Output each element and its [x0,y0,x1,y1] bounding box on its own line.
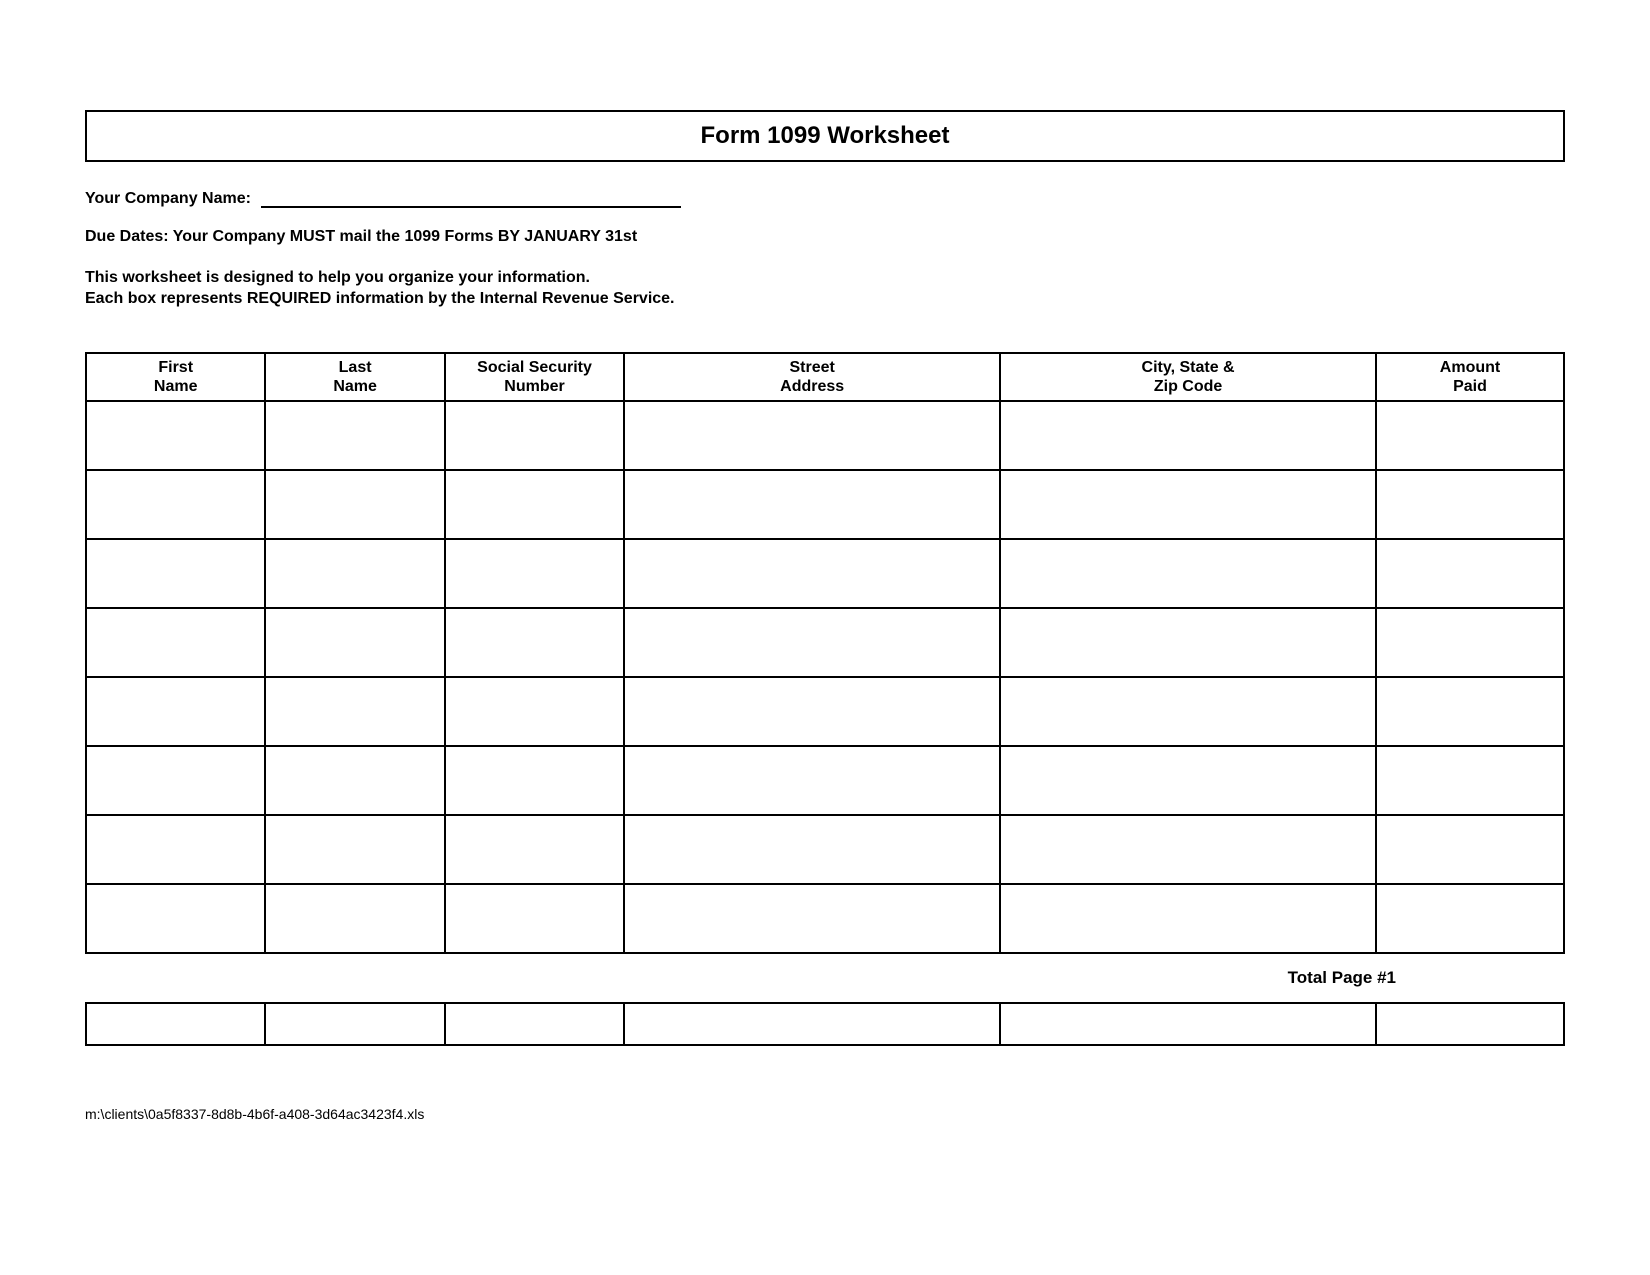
footer-file-path: m:\clients\0a5f8337-8d8b-4b6f-a408-3d64a… [85,1106,1565,1122]
table-cell [445,401,624,470]
table-cell [624,746,1000,815]
due-dates-text: Due Dates: Your Company MUST mail the 10… [85,228,1565,246]
total-cell [445,1003,624,1045]
table-row [86,401,1564,470]
total-cell [86,1003,265,1045]
total-row [86,1003,1564,1045]
table-cell [86,401,265,470]
worksheet-table: First Name Last Name Social Security Num… [85,352,1565,954]
total-cell [624,1003,1000,1045]
table-cell [445,746,624,815]
table-cell [445,815,624,884]
table-cell [1000,884,1376,953]
col-header-last-name: Last Name [265,353,444,401]
table-cell [445,470,624,539]
header-line: Name [91,377,260,396]
table-cell [445,539,624,608]
table-cell [265,539,444,608]
table-cell [445,884,624,953]
table-cell [624,539,1000,608]
col-header-street-address: Street Address [624,353,1000,401]
header-line: First [91,358,260,377]
table-cell [624,608,1000,677]
table-row [86,608,1564,677]
col-header-city-state-zip: City, State & Zip Code [1000,353,1376,401]
table-cell [86,539,265,608]
table-cell [1376,815,1564,884]
table-cell [86,746,265,815]
table-cell [1376,608,1564,677]
company-name-underline [261,190,681,208]
header-line: Social Security [450,358,619,377]
table-cell [1376,746,1564,815]
col-header-first-name: First Name [86,353,265,401]
table-row [86,677,1564,746]
total-row-body [86,1003,1564,1045]
table-cell [445,608,624,677]
total-cell [1376,1003,1564,1045]
table-cell [1000,608,1376,677]
table-cell [1376,401,1564,470]
table-head: First Name Last Name Social Security Num… [86,353,1564,401]
header-line: Address [629,377,995,396]
total-cell [1000,1003,1376,1045]
table-cell [265,608,444,677]
table-cell [86,608,265,677]
table-row [86,746,1564,815]
col-header-ssn: Social Security Number [445,353,624,401]
table-cell [1000,470,1376,539]
table-cell [1376,470,1564,539]
table-cell [86,815,265,884]
table-row [86,539,1564,608]
table-cell [265,815,444,884]
header-line: Amount [1381,358,1559,377]
table-header-row: First Name Last Name Social Security Num… [86,353,1564,401]
table-cell [624,815,1000,884]
header-line: City, State & [1005,358,1371,377]
header-line: Paid [1381,377,1559,396]
header-line: Number [450,377,619,396]
header-line: Name [270,377,439,396]
table-cell [1376,677,1564,746]
form-title-box: Form 1099 Worksheet [85,110,1565,162]
table-cell [86,884,265,953]
table-cell [1000,401,1376,470]
table-row [86,815,1564,884]
total-page-label: Total Page #1 [85,954,1565,1002]
table-cell [624,677,1000,746]
company-name-line: Your Company Name: [85,190,1565,208]
table-cell [1376,539,1564,608]
company-name-label: Your Company Name: [85,190,251,208]
total-row-table [85,1002,1565,1046]
instructions-line-1: This worksheet is designed to help you o… [85,268,1565,289]
instructions-block: This worksheet is designed to help you o… [85,268,1565,310]
table-cell [265,470,444,539]
table-cell [86,470,265,539]
table-cell [1000,746,1376,815]
table-cell [624,470,1000,539]
table-row [86,470,1564,539]
header-line: Street [629,358,995,377]
header-line: Zip Code [1005,377,1371,396]
table-cell [265,884,444,953]
table-cell [624,884,1000,953]
instructions-line-2: Each box represents REQUIRED information… [85,289,1565,310]
table-cell [1376,884,1564,953]
table-cell [1000,677,1376,746]
table-cell [265,746,444,815]
table-row [86,884,1564,953]
total-cell [265,1003,444,1045]
table-cell [1000,539,1376,608]
table-cell [445,677,624,746]
table-cell [1000,815,1376,884]
table-cell [624,401,1000,470]
table-cell [265,401,444,470]
col-header-amount-paid: Amount Paid [1376,353,1564,401]
form-title: Form 1099 Worksheet [87,122,1563,150]
table-body [86,401,1564,953]
header-line: Last [270,358,439,377]
table-cell [86,677,265,746]
table-cell [265,677,444,746]
